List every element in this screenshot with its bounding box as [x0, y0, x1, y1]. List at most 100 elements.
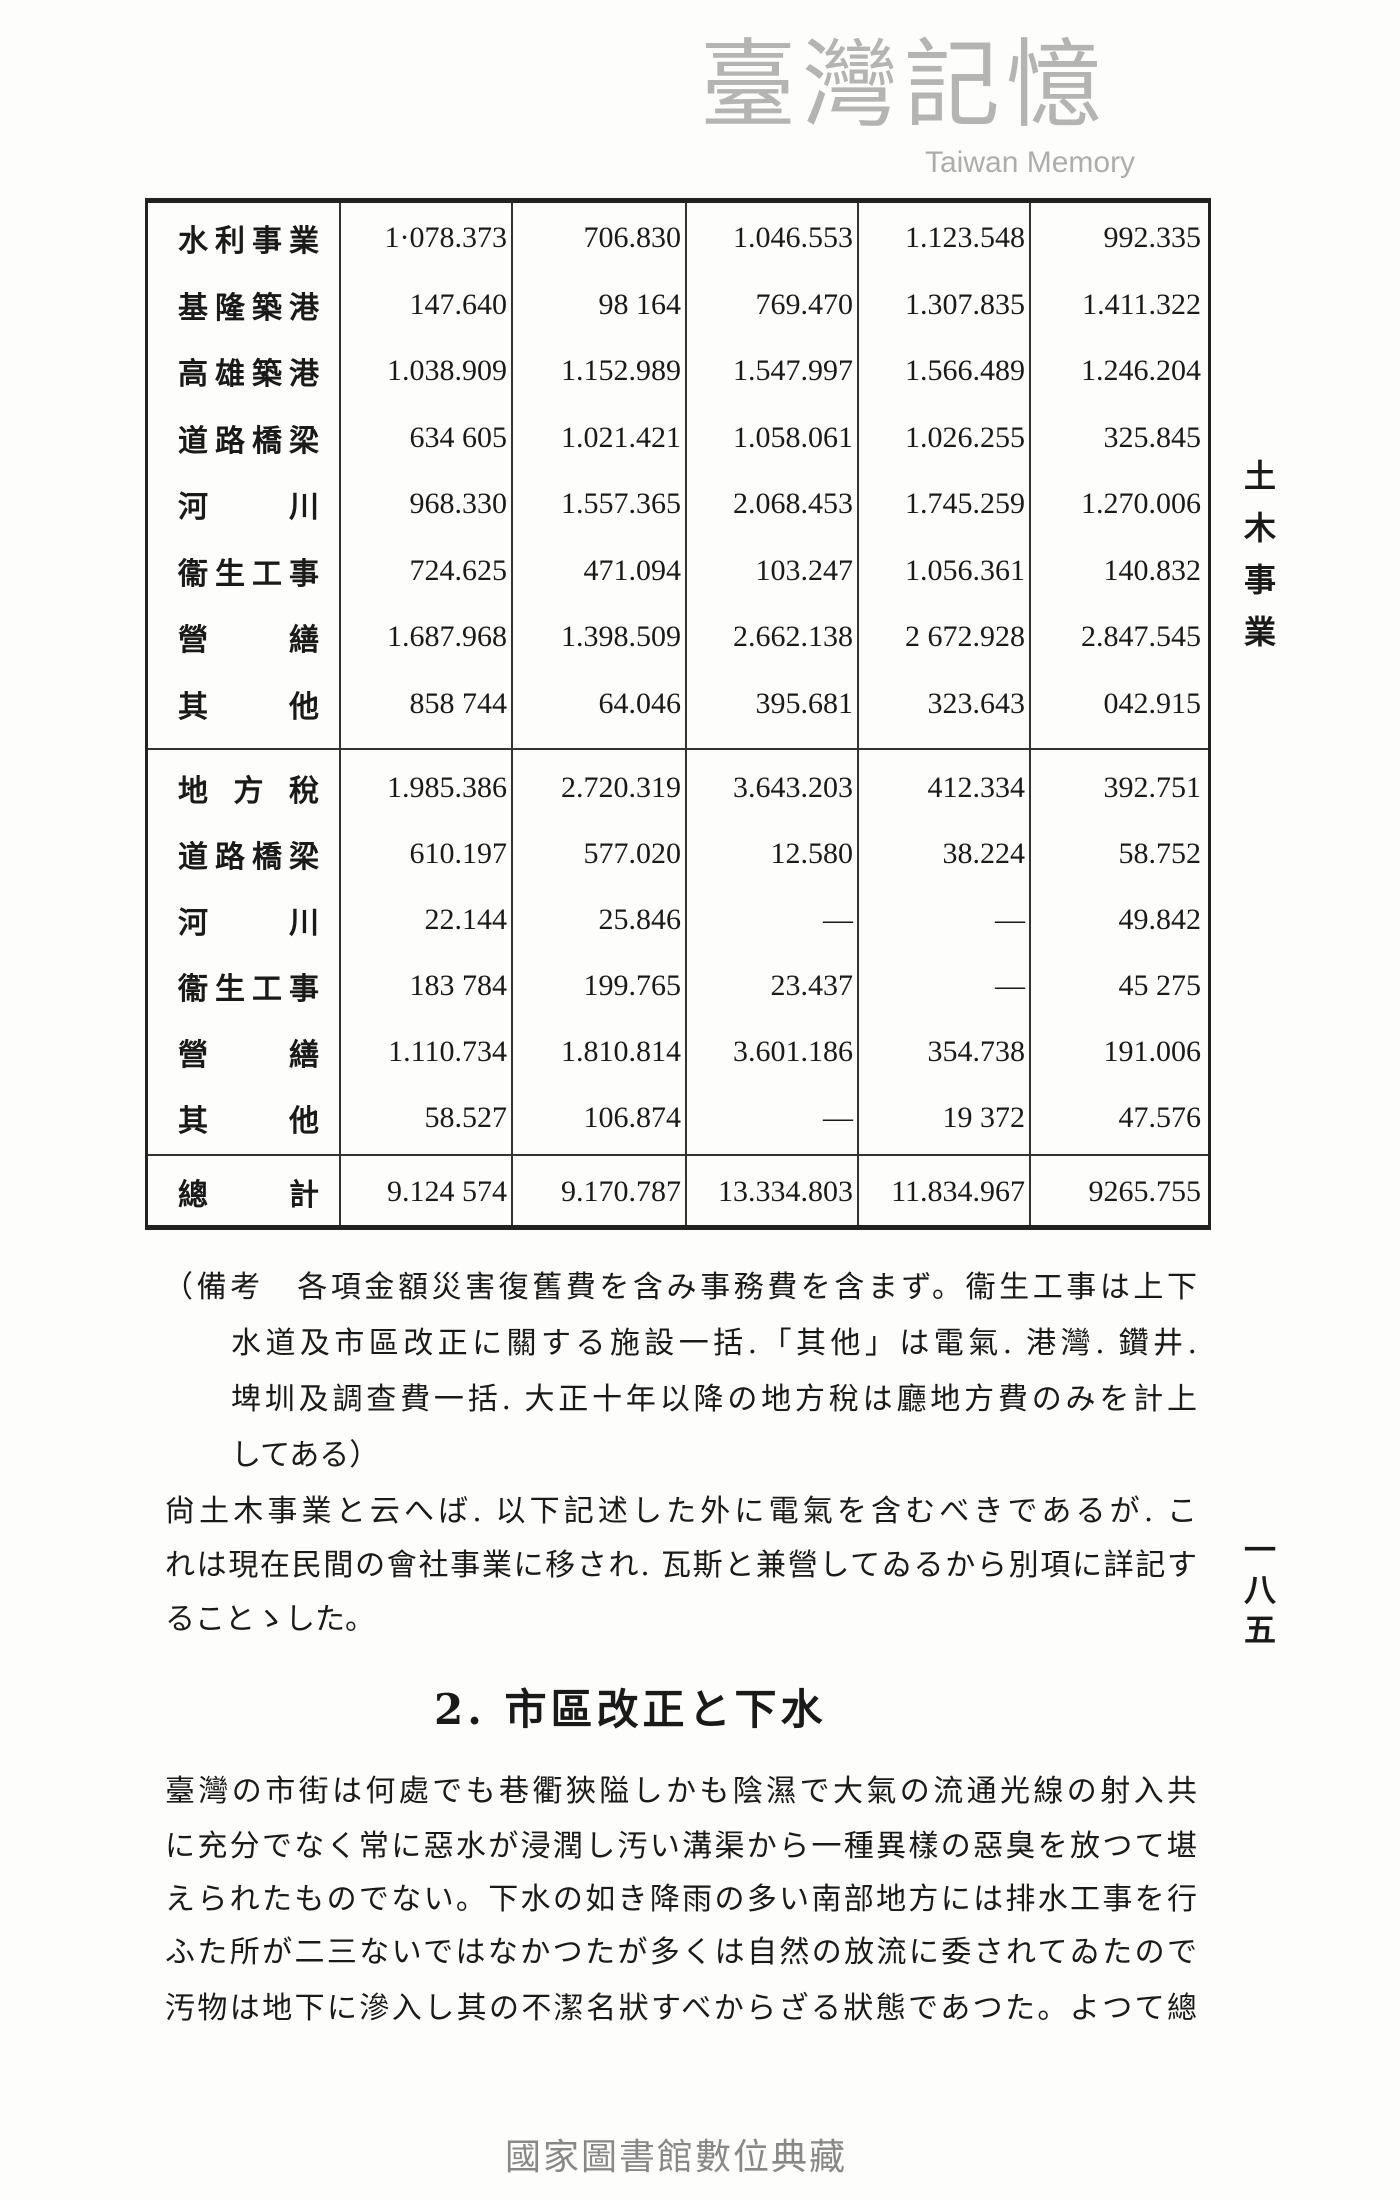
- table-cell: 191.006: [1103, 1035, 1202, 1068]
- paragraph-line: に充分でなく常に惡水が浸潤し汚い溝渠から一種異樣の惡臭を放つて堪: [165, 1829, 1197, 1864]
- table-cell: 47.576: [1118, 1101, 1202, 1134]
- table-cell: 2.720.319: [561, 771, 681, 804]
- row-label-text: 營 繕: [178, 623, 319, 658]
- table-cell: 471.094: [583, 553, 682, 587]
- table-cell: 706.830: [583, 221, 682, 254]
- table-cell: 3.643.203: [733, 771, 853, 804]
- table-cell: 22.144: [424, 903, 508, 936]
- table-cell: —: [823, 903, 853, 936]
- table-cell: 19 372: [942, 1101, 1026, 1134]
- table-cell: 968.330: [409, 487, 508, 520]
- page-number-char: 一: [1243, 1531, 1276, 1569]
- row-label-text: 基隆築港: [178, 290, 319, 326]
- table-cell: 23.437: [770, 969, 854, 1002]
- row-label-text: 道路橋梁: [178, 423, 319, 459]
- table-row: 河 川 968.330 1.557.365 2.068.453 1.745.259 1.2…: [148, 476, 1208, 532]
- table-row: 道路橋梁 634 605 1.021.421 1.058.061 1.026.255 32…: [148, 410, 1208, 466]
- table-cell: 634 605: [409, 420, 508, 454]
- table-cell: 769.470: [755, 287, 854, 321]
- side-title-char: 業: [1243, 613, 1276, 651]
- table-cell: 1.246.204: [1081, 354, 1201, 387]
- table-cell: 325.845: [1103, 420, 1202, 454]
- paragraph-line: 尙土木事業と云へば. 以下記述した外に電氣を含むべきであるが. こ: [165, 1494, 1197, 1529]
- table-cell: 103.247: [755, 553, 854, 587]
- row-label-text: 其 他: [178, 689, 319, 725]
- table-cell: 45 275: [1118, 969, 1202, 1002]
- table-cell: 11.834.967: [891, 1175, 1025, 1208]
- table-cell: 412.334: [927, 771, 1026, 804]
- table-cell: 1.056.361: [905, 553, 1025, 587]
- table-row: 基隆築港 147.640 98 164 769.470 1.307.835 1.411.3…: [148, 277, 1208, 333]
- table-cell: —: [995, 903, 1025, 936]
- table-cell: 2.847.545: [1081, 620, 1201, 653]
- table-cell: 147.640: [409, 287, 508, 321]
- paragraph-line: 汚物は地下に滲入し其の不潔名狀すべからざる狀態であつた。よつて總: [165, 1991, 1197, 2026]
- table-cell: 58.752: [1118, 837, 1202, 870]
- paragraph-line: 臺灣の市街は何處でも巷衢狹隘しかも陰濕で大氣の流通光線の射入共: [165, 1774, 1197, 1809]
- table-cell: 9265.755: [1088, 1175, 1202, 1208]
- row-label-text: 高雄築港: [178, 357, 319, 392]
- table-cell: 724.625: [409, 553, 508, 587]
- table-cell: 3.601.186: [733, 1035, 853, 1068]
- table-row: 高雄築港 1.038.909 1.152.989 1.547.997 1.566.489…: [148, 343, 1208, 399]
- table-cell: 183 784: [409, 969, 508, 1002]
- table-cell: 610.197: [409, 837, 508, 870]
- table-cell: 9.170.787: [561, 1175, 681, 1208]
- note-line: 水道及市區改正に關する施設一括.「其他」は電氣. 港灣. 鑽井.: [231, 1326, 1197, 1361]
- paragraph-line: ふた所が二三ないではなかつたが多くは自然の放流に委されてゐたので: [165, 1935, 1197, 1970]
- row-label: 地 方 稅: [148, 766, 339, 810]
- table-cell: 1.123.548: [905, 221, 1025, 254]
- table-cell: 1.547.997: [733, 354, 853, 387]
- row-label: 基隆築港: [148, 283, 339, 327]
- table-cell: 323.643: [927, 686, 1026, 720]
- watermark-subtitle: Taiwan Memory: [925, 146, 1136, 179]
- note-line: （備考 各項金額災害復舊費を含み事務費を含まず。衞生工事は上下: [163, 1270, 1197, 1305]
- table-cell: 98 164: [598, 287, 682, 321]
- page-number-char: 八: [1243, 1571, 1276, 1609]
- row-label: 河 川: [148, 482, 339, 526]
- table-cell: 1·078.373: [384, 221, 508, 254]
- row-label-text: 其 他: [178, 1104, 319, 1139]
- table-cell: 392.751: [1103, 771, 1202, 804]
- table-cell: 1.411.322: [1082, 287, 1201, 321]
- paragraph-line: ることゝした。: [165, 1602, 375, 1637]
- table-cell: 1.110.734: [388, 1035, 507, 1068]
- table-cell: 1.985.386: [387, 771, 507, 804]
- footer-credit: 國家圖書館數位典藏: [505, 2137, 848, 2178]
- table-row: 衞生工事 183 784 199.765 23.437 — 45 275: [148, 958, 1208, 1014]
- table-cell: 199.765: [583, 969, 682, 1002]
- table-row: 營 繕 1.110.734 1.810.814 3.601.186 354.738 191…: [148, 1024, 1208, 1080]
- table-cell: 858 744: [409, 686, 508, 720]
- row-label-text: 河 川: [178, 906, 319, 941]
- row-label: 河 川: [148, 898, 339, 942]
- row-label: 總 計: [148, 1170, 339, 1214]
- table-cell: 2.662.138: [733, 620, 853, 653]
- row-label: 衞生工事: [148, 549, 339, 593]
- row-label: 水利事業: [148, 216, 339, 260]
- table-cell: 395.681: [755, 686, 854, 720]
- table-row: 其 他 58.527 106.874 — 19 372 47.576: [148, 1090, 1208, 1146]
- table-cell: 1.046.553: [733, 221, 853, 254]
- table-row: 地 方 稅 1.985.386 2.720.319 3.643.203 412.334 3…: [148, 760, 1208, 816]
- page-number: 一 八 五: [1240, 1530, 1280, 1650]
- row-label: 其 他: [148, 1096, 339, 1140]
- row-label-text: 衞生工事: [178, 972, 319, 1007]
- column-rule: [339, 203, 341, 1225]
- table-cell: 1.557.365: [561, 487, 681, 520]
- table-cell: 992.335: [1103, 221, 1202, 254]
- row-label-text: 地 方 稅: [178, 774, 319, 809]
- table-cell: 9.124 574: [387, 1175, 507, 1208]
- total-divider: [148, 1154, 1208, 1156]
- row-label: 營 繕: [148, 1030, 339, 1074]
- table-cell: 2.068.453: [733, 487, 853, 520]
- table-cell: 1.038.909: [387, 354, 507, 387]
- table-cell: 1.810.814: [561, 1035, 681, 1068]
- table-cell: 49.842: [1118, 903, 1202, 936]
- table-cell: 042.915: [1103, 686, 1202, 720]
- paragraph-line: れは現在民間の會社事業に移され. 瓦斯と兼營してゐるから別項に詳記す: [165, 1548, 1197, 1583]
- table-cell: 1.307.835: [905, 287, 1025, 321]
- side-title: 土 木 事 業: [1240, 450, 1280, 658]
- table-cell: 106.874: [583, 1101, 682, 1134]
- row-label-text: 河 川: [178, 490, 319, 525]
- table-cell: 1.270.006: [1081, 487, 1201, 520]
